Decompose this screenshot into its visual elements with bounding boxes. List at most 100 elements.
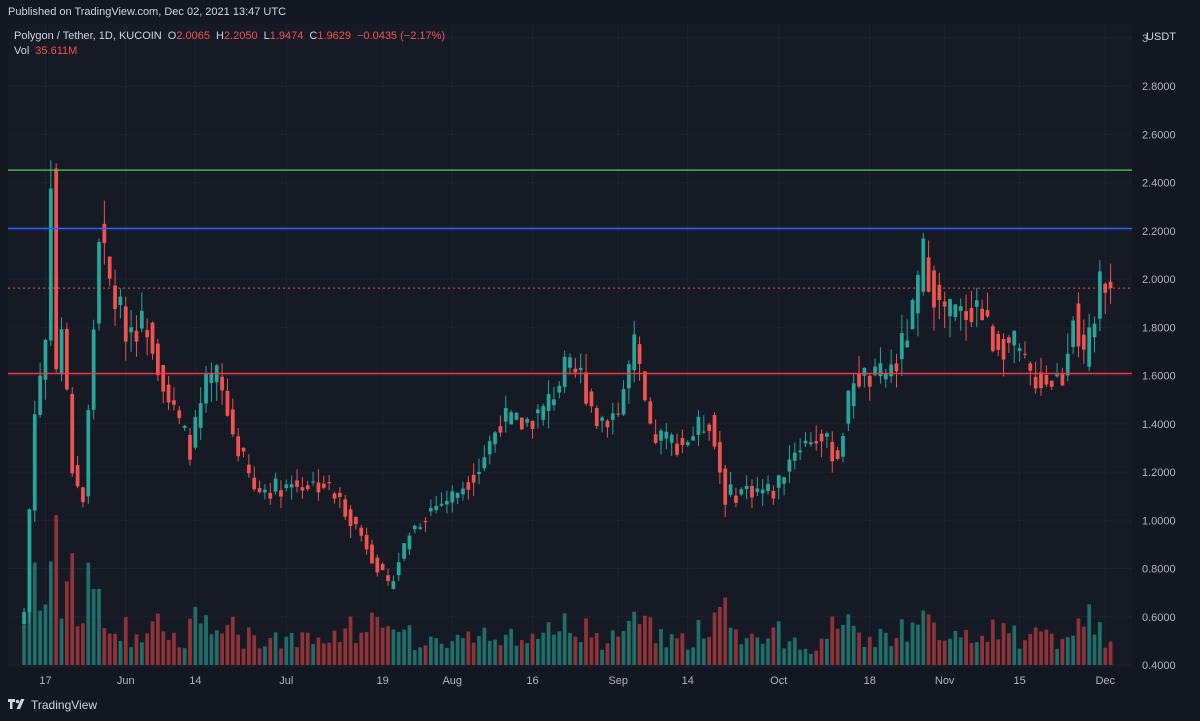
- volume-bar: [514, 645, 519, 665]
- volume-bar: [659, 629, 663, 665]
- candle-body: [81, 487, 85, 503]
- candle-body: [916, 274, 920, 314]
- volume-bar: [1092, 634, 1097, 665]
- volume-bar: [985, 641, 990, 665]
- volume-bar: [750, 633, 754, 665]
- volume-bar: [744, 638, 749, 665]
- volume-bar: [1007, 633, 1011, 665]
- candle-body: [1103, 283, 1108, 293]
- candle-body: [493, 432, 497, 445]
- high-value: 2.2050: [223, 30, 258, 42]
- volume-bar: [643, 615, 647, 665]
- volume-bar: [766, 638, 770, 665]
- candle-body: [220, 376, 224, 391]
- volume-bar: [755, 637, 760, 665]
- candle-body: [32, 414, 37, 511]
- price-axis: 3 2.8000 2.6000 2.4000 2.2000 2.0000 1.8000 1.6…: [1132, 24, 1192, 692]
- candle-body: [230, 409, 235, 435]
- price-tick-label: 2.8000: [1142, 81, 1176, 93]
- volume-bar: [487, 640, 492, 665]
- volume-bar: [1060, 638, 1065, 665]
- candle-body: [557, 385, 562, 393]
- volume-bar: [402, 629, 406, 665]
- volume-bar: [808, 653, 813, 665]
- candle-body: [600, 417, 604, 421]
- volume-bar: [289, 632, 294, 665]
- tradingview-logo-icon: [8, 699, 25, 709]
- volume-bar: [926, 614, 931, 665]
- volume-bar: [509, 628, 513, 665]
- candle-body: [434, 505, 439, 511]
- candle-body: [498, 426, 503, 433]
- candle-body: [621, 389, 626, 415]
- volume-bar: [145, 633, 150, 665]
- volume-bar: [129, 647, 133, 665]
- volume-bar: [589, 637, 594, 665]
- volume-bar: [974, 642, 979, 665]
- volume-bar: [123, 617, 128, 665]
- candle-body: [86, 410, 91, 497]
- volume-bar: [493, 639, 497, 665]
- candle-body: [139, 310, 144, 329]
- volume-bar: [1028, 633, 1033, 665]
- candle-body: [246, 464, 251, 474]
- volume-bar: [348, 616, 353, 665]
- volume-bar: [787, 641, 792, 665]
- volume-bar: [600, 649, 604, 665]
- candle-body: [332, 493, 337, 499]
- candle-body: [552, 399, 556, 406]
- candle-body: [980, 308, 985, 321]
- candle-body: [691, 436, 695, 441]
- candle-body: [209, 372, 214, 383]
- volume-bar: [316, 637, 321, 665]
- volume-bar: [1001, 623, 1006, 665]
- candle-body: [22, 612, 26, 625]
- chart-pane[interactable]: [8, 24, 1192, 692]
- volume-bar: [525, 643, 530, 665]
- volume-label[interactable]: Vol: [14, 45, 30, 57]
- candle-body: [889, 364, 894, 377]
- candle-body: [370, 544, 374, 564]
- price-axis-bg: [1132, 24, 1192, 692]
- volume-bar: [712, 612, 717, 665]
- candle-body: [905, 340, 910, 348]
- volume-bar: [354, 643, 358, 665]
- low-value: 1.9474: [269, 30, 304, 42]
- candle-body: [134, 330, 139, 342]
- volume-bar: [803, 648, 808, 665]
- candle-body: [760, 489, 765, 494]
- candle-body: [589, 391, 594, 407]
- volume-bar: [343, 628, 348, 665]
- candle-body: [969, 308, 974, 323]
- candle-body: [386, 575, 390, 581]
- candle-body: [284, 484, 289, 489]
- currency-label: USDT: [1146, 31, 1176, 43]
- candle-body: [803, 440, 808, 444]
- volume-bar: [311, 644, 315, 665]
- volume-bar: [1108, 641, 1113, 665]
- volume-bar: [86, 562, 91, 665]
- volume-bar: [894, 638, 899, 665]
- candle-body: [525, 419, 530, 423]
- time-tick-label: 19: [377, 675, 389, 687]
- candle-body: [632, 334, 637, 371]
- candle-body: [396, 562, 401, 576]
- volume-bar: [739, 644, 744, 665]
- candle-body: [878, 363, 883, 377]
- candle-body: [835, 450, 840, 459]
- volume-bar: [241, 648, 246, 665]
- candle-body: [819, 433, 824, 442]
- candle-body: [899, 333, 904, 360]
- symbol-name[interactable]: Polygon / Tether, 1D, KUCOIN: [14, 30, 162, 42]
- candle-body: [996, 333, 1001, 350]
- change-value: −0.0435 (−2.17%): [356, 30, 446, 42]
- volume-bar: [1033, 627, 1038, 665]
- candle-body: [616, 413, 621, 415]
- candle-body: [771, 490, 776, 499]
- volume-bar: [230, 616, 235, 665]
- tradingview-brand[interactable]: TradingView: [8, 698, 97, 712]
- price-tick-label: 2.6000: [1142, 129, 1176, 141]
- candle-body: [659, 430, 663, 441]
- volume-bar: [337, 642, 342, 665]
